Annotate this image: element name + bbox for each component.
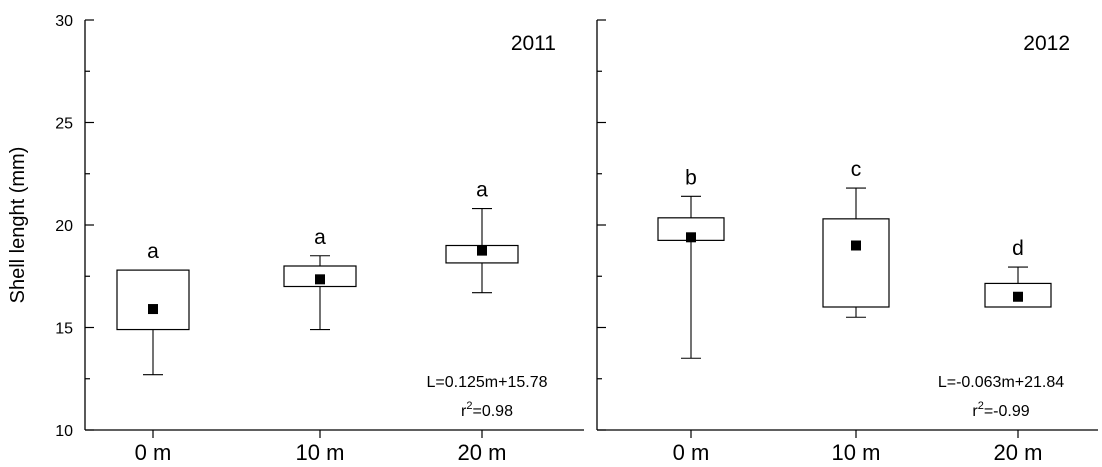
- mean-marker: [477, 245, 487, 256]
- box-3: d: [984, 237, 1052, 308]
- panel-1: 10 15 20 25 30 Shell lenght (mm) 0 m 10 m 20 m a a…: [7, 13, 584, 465]
- r-squared: r2=-0.99: [972, 400, 1029, 420]
- x-tick-label: 10 m: [296, 440, 345, 465]
- box-iqr: [822, 218, 890, 308]
- significance-letter: a: [314, 226, 326, 249]
- mean-marker: [851, 240, 861, 251]
- r-squared-prefix: r: [972, 403, 978, 420]
- x-tick-label: 0 m: [673, 440, 710, 465]
- significance-letter: a: [147, 240, 159, 263]
- mean-marker: [315, 274, 325, 285]
- y-tick-label: 15: [55, 321, 73, 338]
- r-squared-superscript: 2: [466, 400, 472, 412]
- significance-letter: b: [685, 166, 697, 189]
- r-squared-superscript: 2: [978, 400, 984, 412]
- mean-marker: [686, 232, 696, 243]
- x-tick-label: 0 m: [135, 440, 172, 465]
- r-squared-value: =0.98: [472, 403, 513, 420]
- significance-letter: a: [476, 179, 488, 202]
- r-squared-value: =-0.99: [984, 403, 1030, 420]
- mean-marker: [148, 304, 158, 315]
- y-axis-label: Shell lenght (mm): [7, 147, 29, 304]
- y-tick-label: 10: [55, 423, 73, 440]
- box-2: c: [822, 158, 890, 318]
- r-squared: r2=0.98: [461, 400, 513, 420]
- significance-letter: c: [851, 158, 862, 181]
- panel-title: 2011: [511, 32, 556, 55]
- panel-2: 0 m 10 m 20 m b c d 2012 L=-0.063m+21.84 r2=-0.9…: [596, 19, 1098, 465]
- y-tick-label: 20: [55, 218, 73, 235]
- y-tick-label: 30: [55, 13, 73, 30]
- y-tick-label: 25: [55, 116, 73, 133]
- panel-title: 2012: [1023, 32, 1070, 55]
- regression-equation: L=0.125m+15.78: [427, 374, 548, 391]
- mean-marker: [1013, 291, 1023, 302]
- box-2: a: [283, 226, 357, 331]
- box-1: b: [657, 166, 725, 359]
- box-3: a: [445, 179, 519, 294]
- box-1: a: [116, 240, 190, 376]
- x-tick-label: 10 m: [832, 440, 881, 465]
- x-tick-label: 20 m: [994, 440, 1043, 465]
- box-iqr: [116, 269, 190, 331]
- regression-equation: L=-0.063m+21.84: [938, 374, 1064, 391]
- significance-letter: d: [1012, 237, 1024, 260]
- x-tick-label: 20 m: [458, 440, 507, 465]
- r-squared-prefix: r: [461, 403, 467, 420]
